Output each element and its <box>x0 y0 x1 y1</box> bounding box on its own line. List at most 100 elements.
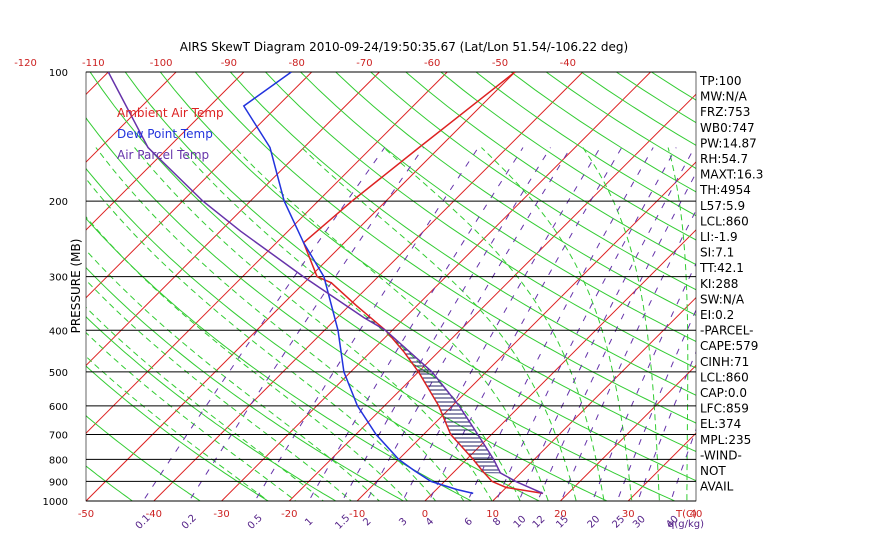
sounding-index: CAPE:579 <box>700 339 758 353</box>
isotherm-line <box>153 72 584 501</box>
isotherm-line <box>86 72 245 231</box>
temp-tick-label-bottom: 10 <box>486 509 499 520</box>
dry-adiabat-line <box>230 72 696 396</box>
mixing-ratio-line <box>537 172 696 501</box>
isotherm-line <box>221 72 651 501</box>
sounding-index: KI:288 <box>700 277 738 291</box>
sounding-index: LI:-1.9 <box>700 230 738 244</box>
mixing-ratio-label: 20 <box>586 514 603 531</box>
temp-tick-label-bottom: -10 <box>349 509 365 520</box>
dry-adiabat-line <box>159 72 696 453</box>
dry-adiabat-line <box>300 72 696 342</box>
dry-adiabat-line <box>86 117 609 501</box>
dry-adiabat-line <box>86 365 269 501</box>
temp-tick-label-bottom: 0 <box>422 509 428 520</box>
sounding-index: PW:14.87 <box>700 136 757 150</box>
sounding-index: CINH:71 <box>700 355 749 369</box>
sounding-index: -PARCEL- <box>700 324 754 338</box>
mixing-ratio-line <box>188 147 424 501</box>
pressure-tick-label: 500 <box>49 368 68 379</box>
temp-tick-label-bottom: 40 <box>690 509 703 520</box>
ambient-temp-line <box>302 72 544 495</box>
dry-adiabat-line <box>194 72 696 424</box>
dry-adiabat-line <box>370 72 696 291</box>
sounding-index: MPL:235 <box>700 433 751 447</box>
temp-tick-label-top: -80 <box>288 58 304 69</box>
isotherm-line <box>492 296 696 501</box>
sounding-index: SW:N/A <box>700 292 745 306</box>
plot-frame <box>85 71 697 502</box>
temp-tick-label-bottom: -50 <box>78 509 94 520</box>
dry-adiabat-line <box>335 72 696 316</box>
sounding-index: TH:4954 <box>699 183 751 197</box>
legend-entry: Air Parcel Temp <box>117 148 209 162</box>
sounding-index: WB0:747 <box>700 121 755 135</box>
y-axis-label: PRESSURE (MB) <box>69 239 83 334</box>
mixing-ratio-label: 0.5 <box>246 513 265 532</box>
parcel-temp-line <box>107 72 544 495</box>
sounding-index: TP:100 <box>699 74 742 88</box>
pressure-tick-label: 200 <box>49 197 68 208</box>
dry-adiabat-line <box>86 266 405 501</box>
dry-adiabat-line <box>265 72 696 369</box>
mixing-ratio-label: 3 <box>397 516 409 528</box>
mixing-ratio-label: 0.2 <box>180 513 199 532</box>
temp-tick-label-top: -50 <box>492 58 508 69</box>
mixing-ratio-line <box>142 147 386 501</box>
dry-adiabat-line <box>475 72 696 217</box>
dry-adiabat-line <box>510 72 696 193</box>
temp-tick-label-top: -110 <box>82 58 105 69</box>
sounding-index: CAP:0.0 <box>700 386 747 400</box>
mixing-ratio-line <box>518 147 695 501</box>
mixing-ratio-line <box>428 147 623 501</box>
sounding-index: EI:0.2 <box>700 308 734 322</box>
legend-entry: Ambient Air Temp <box>117 106 224 120</box>
temp-tick-label-bottom: 20 <box>554 509 567 520</box>
sounding-index: LCL:860 <box>700 214 749 228</box>
mixing-ratio-line <box>341 147 551 501</box>
dry-adiabat-line <box>86 316 337 501</box>
pressure-tick-label: 800 <box>49 455 68 466</box>
sounding-index: SI:7.1 <box>700 246 734 260</box>
temp-tick-label-top: -40 <box>560 58 576 69</box>
sounding-index: RH:54.7 <box>700 152 748 166</box>
sounding-index: AVAIL <box>700 480 734 494</box>
pressure-tick-label: 700 <box>49 431 68 442</box>
sounding-index: LCL:860 <box>700 370 749 384</box>
q-unit-label: q(g/kg) <box>668 519 704 530</box>
temp-tick-label-bottom: 30 <box>622 509 635 520</box>
temp-tick-label-top: -120 <box>14 58 37 69</box>
moist-adiabat-line <box>383 147 605 501</box>
moist-adiabat-line <box>582 147 660 501</box>
mixing-ratio-label: 8 <box>491 516 503 528</box>
t-unit-label: T(C) <box>675 509 697 520</box>
dry-adiabat-line <box>86 415 202 501</box>
isotherm-line <box>356 161 696 501</box>
temp-tick-label-top: -100 <box>150 58 173 69</box>
moist-adiabat-line <box>86 332 297 501</box>
pressure-tick-label: 400 <box>49 326 68 337</box>
dry-adiabat-line <box>405 72 696 266</box>
sounding-index: TT:42.1 <box>699 261 744 275</box>
temp-tick-label-top: -90 <box>221 58 237 69</box>
isotherm-line <box>288 93 696 501</box>
isotherm-line <box>86 72 177 163</box>
pressure-tick-label: 300 <box>49 273 68 284</box>
sounding-index: LFC:859 <box>700 402 749 416</box>
pressure-tick-label: 1000 <box>43 497 68 508</box>
temp-tick-label-bottom: -40 <box>146 509 162 520</box>
temp-tick-label-bottom: -30 <box>213 509 229 520</box>
isotherm-line <box>86 72 448 434</box>
mixing-ratio-label: 12 <box>531 514 548 531</box>
sounding-index: FRZ:753 <box>700 105 750 119</box>
isotherm-line <box>0 72 41 501</box>
pressure-tick-label: 100 <box>49 68 68 79</box>
chart-title: AIRS SkewT Diagram 2010-09-24/19:50:35.6… <box>180 40 628 54</box>
sounding-index: MAXT:16.3 <box>700 168 763 182</box>
dry-adiabat-line <box>86 465 134 501</box>
dry-adiabat-line <box>89 72 676 501</box>
temp-tick-label-top: -60 <box>424 58 440 69</box>
sounding-index: NOT <box>700 464 726 478</box>
sounding-index: L57:5.9 <box>700 199 745 213</box>
